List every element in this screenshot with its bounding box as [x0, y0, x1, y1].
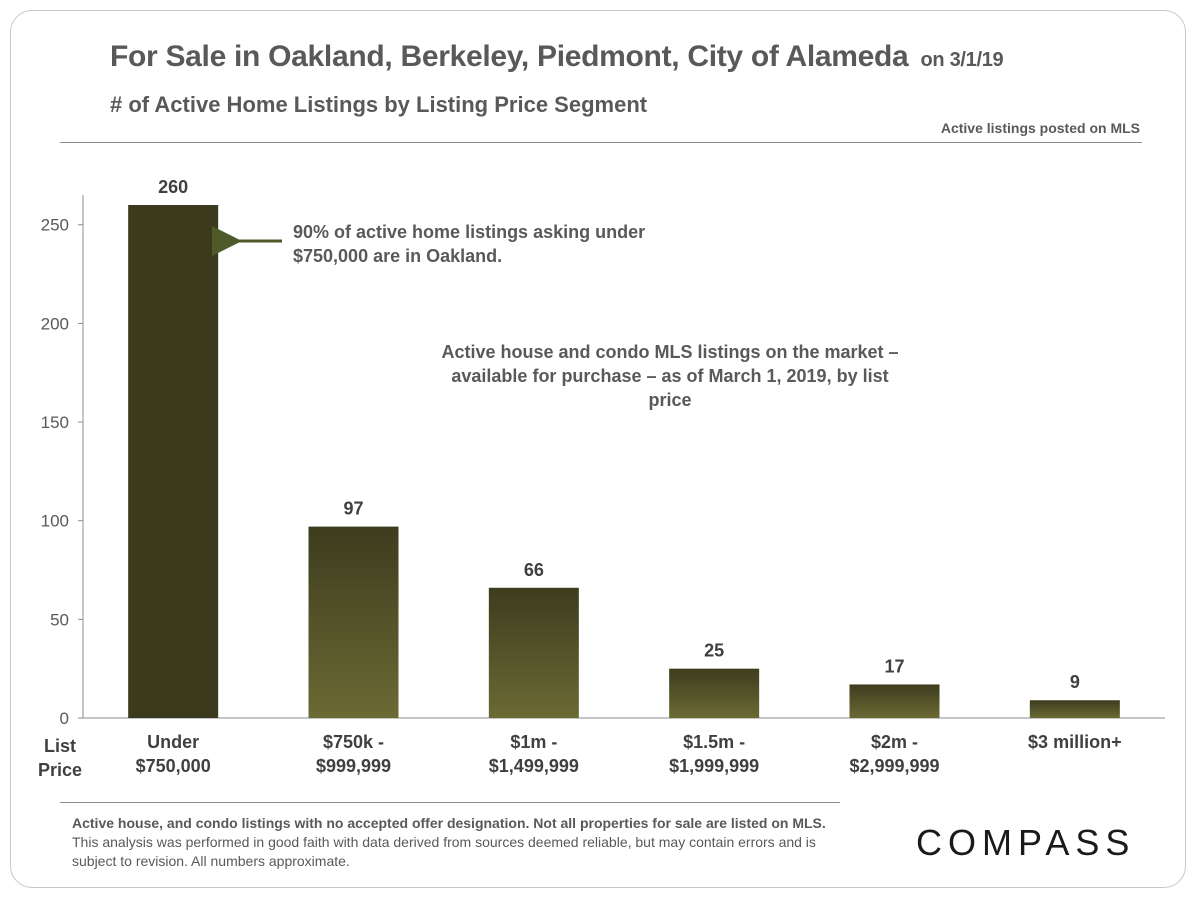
bar-5 — [1029, 700, 1120, 718]
data-label-3: 25 — [704, 641, 724, 661]
x-axis-title: List Price — [37, 736, 83, 780]
category-label-5: $3 million+ — [1028, 732, 1122, 752]
chart-title-date: on 3/1/19 — [920, 49, 1004, 71]
footer-disclaimer: Active house, and condo listings with no… — [72, 814, 832, 871]
description-annotation: Active house and condo MLS listings on t… — [441, 342, 899, 410]
y-tick-label: 250 — [41, 216, 69, 235]
bar-2 — [488, 587, 579, 718]
category-label-1: $750k -$999,999 — [316, 732, 391, 776]
category-label-4: $2m -$2,999,999 — [849, 732, 939, 776]
oakland-annotation: 90% of active home listings asking under… — [293, 222, 646, 266]
bar-4 — [849, 684, 940, 718]
data-label-1: 97 — [343, 499, 363, 519]
footer-normal-text: This analysis was performed in good fait… — [72, 834, 816, 869]
y-tick-label: 150 — [41, 413, 69, 432]
y-tick-label: 200 — [41, 314, 69, 333]
data-label-2: 66 — [524, 560, 544, 580]
bar-3 — [669, 668, 760, 718]
y-tick-label: 0 — [60, 709, 69, 728]
y-tick-label: 50 — [50, 610, 69, 629]
category-label-2: $1m -$1,499,999 — [489, 732, 579, 776]
footer-divider — [60, 802, 840, 803]
header-divider — [60, 142, 1142, 143]
chart-title: For Sale in Oakland, Berkeley, Piedmont,… — [110, 40, 1004, 74]
y-tick-label: 100 — [41, 512, 69, 531]
data-label-5: 9 — [1070, 672, 1080, 692]
compass-logo: COMPASS — [916, 822, 1136, 863]
slide-frame — [10, 10, 1186, 888]
chart-subtitle: # of Active Home Listings by Listing Pri… — [110, 92, 648, 117]
category-label-0: Under $750,000 — [136, 732, 211, 776]
category-label-3: $1.5m -$1,999,999 — [669, 732, 759, 776]
bar-1 — [308, 526, 399, 718]
bar-0 — [128, 205, 219, 718]
source-note: Active listings posted on MLS — [940, 120, 1140, 136]
data-label-0: 260 — [158, 177, 188, 197]
data-label-4: 17 — [884, 656, 904, 676]
chart-title-main: For Sale in Oakland, Berkeley, Piedmont,… — [110, 40, 909, 73]
footer-bold-text: Active house, and condo listings with no… — [72, 815, 826, 831]
